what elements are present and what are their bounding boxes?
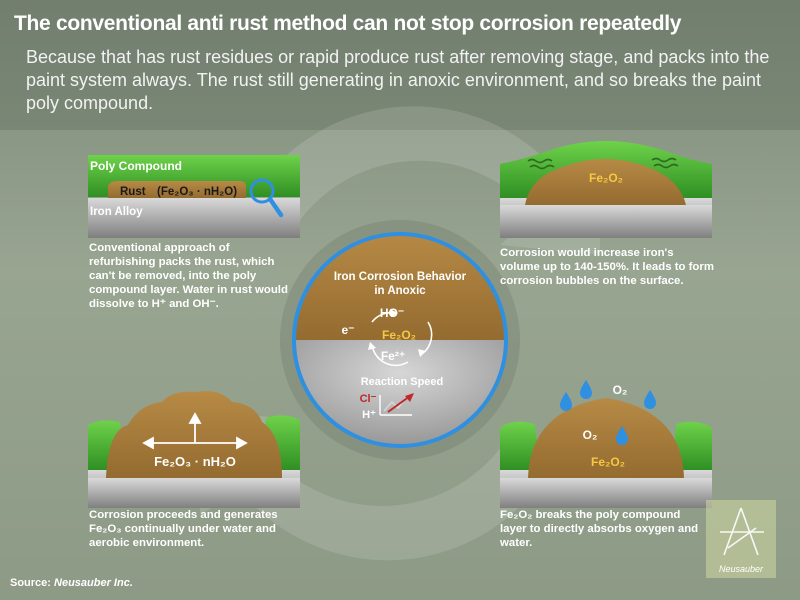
panel-oxygen-absorb	[500, 380, 712, 508]
logo-text: Neusauber	[719, 564, 764, 574]
panel1-rust-layer	[108, 181, 246, 198]
panel1-rust-formula: (Fe₂O₃ · nH₂O)	[157, 186, 237, 198]
center-fe2: Fe²⁺	[381, 349, 405, 363]
panel3-iron-cover	[88, 478, 300, 508]
crack-icon	[527, 157, 679, 170]
center-cl: Cl⁻	[360, 393, 377, 405]
panel1-iron-label: Iron Alloy	[90, 206, 143, 218]
source-name: Neusauber Inc.	[54, 577, 133, 589]
panel4-o2-top: O₂	[613, 383, 628, 397]
panel2-rust-bubble	[525, 159, 686, 205]
panel4-o2-mid: O₂	[583, 428, 598, 442]
center-speed-label: Reaction Speed	[361, 376, 444, 388]
panel4-caption: Fe₂O₂ breaks the poly compound layer to …	[500, 509, 699, 549]
water-drop-icon	[560, 380, 656, 445]
center-h: H⁺	[362, 409, 376, 421]
center-ho: HO⁻	[380, 306, 404, 320]
page-title: The conventional anti rust method can no…	[14, 12, 682, 35]
panel2-caption: Corrosion would increase iron's volume u…	[500, 247, 714, 287]
panel1-caption: Conventional approach of refurbishing pa…	[89, 242, 288, 310]
center-title-line1: Iron Corrosion Behavior	[334, 271, 467, 283]
panel4-formula: Fe₂O₂	[591, 455, 625, 469]
intro-paragraph: Because that has rust residues or rapid …	[26, 47, 770, 113]
panel3-rust-mound	[106, 391, 282, 478]
center-circle	[280, 220, 520, 460]
panel4-iron-cover	[500, 478, 712, 508]
panel3-caption: Corrosion proceeds and generates Fe₂O₃ c…	[89, 509, 278, 549]
center-e: e⁻	[341, 323, 354, 337]
panel3-formula: Fe₂O₃ · nH₂O	[154, 454, 236, 469]
panel2-formula: Fe₂O₂	[589, 171, 623, 185]
panel4-rust-dome	[528, 398, 684, 478]
panel1-rust-label: Rust	[120, 186, 146, 198]
background-shade	[0, 0, 800, 130]
panel-rust-packed	[88, 155, 300, 238]
source-credit: Source: Neusauber Inc.	[10, 577, 133, 589]
reaction-cycle-arrows	[368, 309, 433, 367]
expansion-arrows-icon	[142, 412, 248, 450]
panel4-poly-left	[500, 421, 540, 470]
panel-aerobic-corrosion	[88, 391, 300, 508]
panel2-iron-cover	[500, 205, 712, 238]
panel-corrosion-bubble	[500, 141, 712, 238]
panel4-poly-right	[672, 421, 712, 470]
center-fe2o2: Fe₂O₂	[382, 328, 416, 342]
neusauber-logo: Neusauber	[706, 500, 776, 578]
panel1-iron-layer	[88, 198, 300, 238]
center-title-line2: in Anoxic	[374, 285, 426, 297]
reaction-speed-graph-icon	[379, 393, 414, 416]
cycle-arrows	[200, 106, 600, 561]
source-prefix: Source:	[10, 577, 55, 589]
panel1-poly-label: Poly Compound	[90, 159, 182, 173]
magnifier-icon	[249, 178, 284, 218]
